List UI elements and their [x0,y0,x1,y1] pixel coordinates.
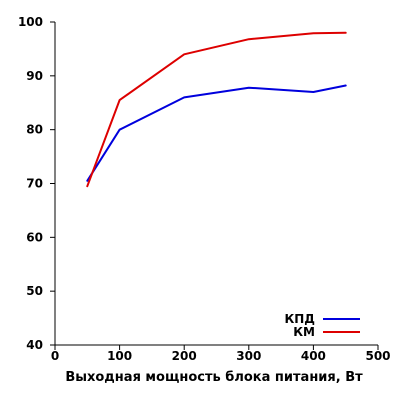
series-line-kpd [86,84,347,182]
y-ticks: 40 50 60 70 80 90 100 [18,15,55,352]
x-axis: 0 100 200 300 400 500 [51,344,391,363]
legend-label: КПД [284,312,315,326]
y-axis: 40 50 60 70 80 90 100 [18,15,56,352]
y-tick-label: 90 [26,69,43,83]
legend-label: КМ [293,325,315,339]
series-line-km [86,31,347,188]
y-tick-label: 100 [18,15,43,29]
x-tick-label: 100 [107,349,132,363]
y-tick-label: 60 [26,230,43,244]
x-axis-title: Выходная мощность блока питания, Вт [65,370,363,385]
y-tick-label: 40 [26,338,43,352]
x-tick-label: 0 [51,349,59,363]
x-ticks: 0 100 200 300 400 500 [51,345,391,363]
x-tick-label: 500 [365,349,390,363]
x-tick-label: 200 [172,349,197,363]
x-tick-label: 400 [301,349,326,363]
y-tick-label: 70 [26,177,43,191]
series-layer [86,31,347,188]
y-tick-label: 80 [26,123,43,137]
y-tick-label: 50 [26,284,43,298]
x-tick-label: 300 [236,349,261,363]
